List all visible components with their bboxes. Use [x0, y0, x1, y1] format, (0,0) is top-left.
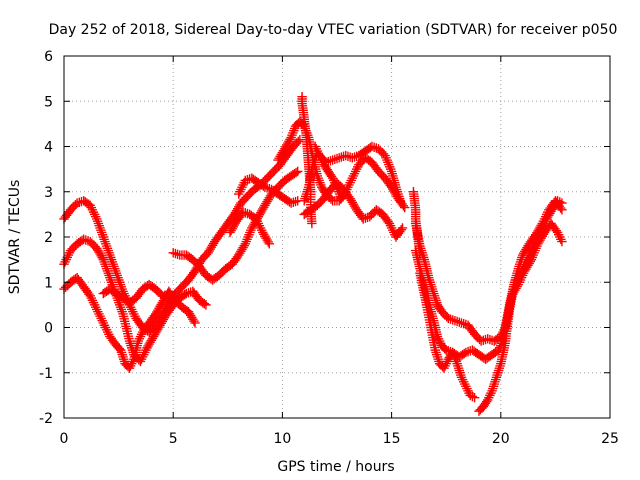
x-tick-label: 10	[273, 431, 291, 447]
series-track-9	[299, 141, 406, 206]
series-track-4	[98, 279, 174, 308]
data-point	[400, 202, 410, 213]
data-point	[555, 203, 566, 213]
x-tick-label: 25	[601, 431, 619, 447]
x-tick-label: 15	[383, 431, 401, 447]
data-point	[97, 253, 107, 263]
series-track-5	[168, 166, 303, 285]
data-point	[397, 223, 408, 233]
data-point	[395, 196, 406, 206]
y-axis-label: SDTVAR / TECUs	[7, 180, 23, 295]
y-tick-label: 6	[44, 49, 53, 65]
grid-layer	[64, 56, 610, 418]
y-tick-label: 4	[44, 140, 53, 156]
data-point	[459, 348, 469, 359]
chart-title: Day 252 of 2018, Sidereal Day-to-day VTE…	[49, 22, 618, 38]
data-point	[396, 225, 406, 235]
data-point	[292, 166, 303, 177]
series-track-15	[474, 196, 567, 416]
data-point	[291, 167, 301, 178]
series-track-6	[234, 173, 303, 208]
data-point	[557, 236, 567, 247]
data-point	[179, 289, 190, 300]
x-tick-label: 0	[60, 431, 69, 447]
y-tick-label: -1	[39, 366, 53, 382]
data-point	[307, 218, 317, 229]
data-point	[199, 299, 210, 309]
x-axis-label: GPS time / hours	[277, 459, 394, 475]
data-point	[201, 300, 211, 310]
y-tick-label: 1	[44, 275, 53, 291]
y-tick-label: 5	[44, 94, 53, 110]
data-point	[415, 250, 425, 260]
series-track-7	[225, 207, 274, 249]
tick-layer	[63, 55, 611, 419]
data-point	[336, 193, 347, 204]
data-point	[263, 237, 273, 247]
x-tick-label: 20	[492, 431, 510, 447]
y-tick-label: 0	[44, 321, 53, 337]
x-tick-label: 5	[169, 431, 178, 447]
series-track-14	[415, 268, 480, 403]
data-point	[264, 239, 274, 249]
x-tick-labels: 0 5 10 15 20 25	[60, 431, 619, 447]
series-track-17	[408, 187, 425, 260]
data-layer	[59, 92, 567, 416]
series-track-11	[310, 141, 347, 204]
y-tick-label: -2	[39, 411, 53, 427]
y-tick-label: 3	[44, 185, 53, 201]
data-point	[189, 316, 199, 326]
data-point	[469, 392, 480, 403]
data-point	[293, 136, 303, 147]
y-tick-label: 2	[44, 230, 53, 246]
data-point	[164, 293, 174, 303]
data-point	[190, 318, 200, 328]
y-tick-labels: -2 -1 0 1 2 3 4 5 6	[39, 49, 53, 427]
data-point	[557, 198, 567, 208]
data-point	[285, 134, 295, 145]
data-point	[258, 181, 268, 191]
data-point	[398, 201, 409, 211]
series-track-16	[297, 92, 317, 229]
